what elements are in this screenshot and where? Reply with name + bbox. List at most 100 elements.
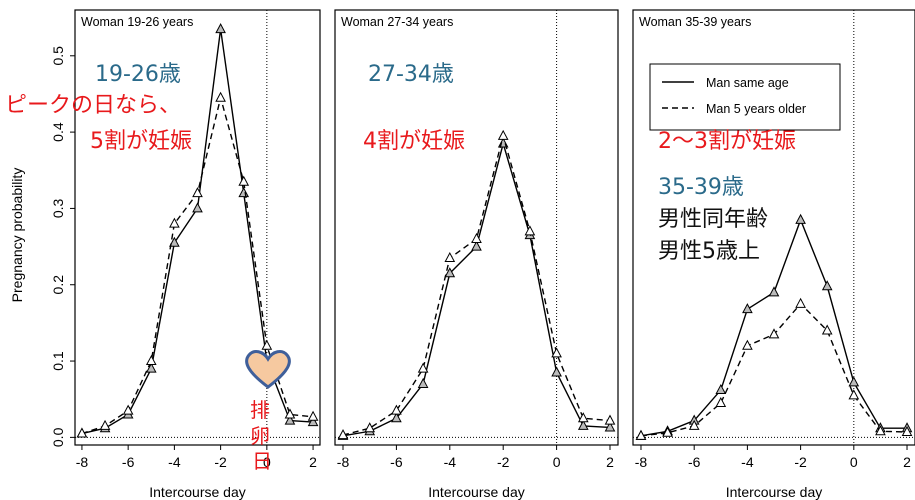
data-point-triangle <box>261 339 273 350</box>
data-point-triangle <box>848 389 860 400</box>
plot-frame <box>632 9 915 446</box>
y-tick-label: 0.2 <box>50 275 66 295</box>
y-tick-label: 0.1 <box>50 351 66 371</box>
annotation-text: 19-26歳 <box>95 62 181 87</box>
data-point-triangle <box>417 377 429 388</box>
data-point-triangle <box>875 425 886 436</box>
annotation-text: ピークの日なら、 <box>5 93 181 118</box>
data-point-triangle <box>391 404 402 415</box>
annotation-text: 男性同年齢 <box>658 207 768 232</box>
annotation-text: 2～3割が妊娠 <box>658 129 796 154</box>
data-point-triangle <box>577 412 589 423</box>
annotation-text: 35-39歳 <box>658 175 744 200</box>
x-tick-label: 2 <box>309 454 317 470</box>
data-point-triangle <box>444 267 456 278</box>
x-tick-label: -2 <box>497 454 510 470</box>
x-tick-label: -6 <box>390 454 403 470</box>
x-tick-label: -2 <box>794 454 807 470</box>
x-tick-label: 0 <box>850 454 858 470</box>
data-point-triangle <box>417 362 429 373</box>
data-point-triangle <box>364 422 376 433</box>
data-point-triangle <box>307 410 319 421</box>
data-point-triangle <box>444 251 456 263</box>
annotation-text: 日 <box>252 449 272 473</box>
x-tick-label: -6 <box>122 454 135 470</box>
x-tick-label: -8 <box>76 454 89 470</box>
x-tick-label: 2 <box>606 454 614 470</box>
panel-title: Woman 27-34 years <box>341 15 453 29</box>
data-point-triangle <box>551 366 562 377</box>
data-point-triangle <box>821 324 833 335</box>
annotation-text: 5割が妊娠 <box>90 129 192 154</box>
data-point-triangle <box>99 419 111 430</box>
annotation-text: 男性5歳上 <box>658 239 760 264</box>
data-point-triangle <box>169 236 180 247</box>
data-point-triangle <box>471 240 482 251</box>
data-point-triangle <box>604 421 616 432</box>
data-point-triangle <box>768 328 780 339</box>
x-tick-label: -4 <box>168 454 181 470</box>
data-point-triangle <box>215 23 226 34</box>
annotation-text: 卵 <box>250 424 270 448</box>
data-point-triangle <box>662 426 673 437</box>
data-point-triangle <box>337 429 349 440</box>
data-point-triangle <box>192 202 203 213</box>
annotation-text: 4割が妊娠 <box>363 129 465 154</box>
x-tick-label: 0 <box>263 454 271 470</box>
data-point-triangle <box>471 232 482 243</box>
data-point-triangle <box>145 354 157 366</box>
data-point-triangle <box>238 175 250 186</box>
annotation-text: 27-34歳 <box>368 62 454 87</box>
panel-title: Woman 35-39 years <box>639 15 751 29</box>
annotation-text: 排 <box>250 398 270 422</box>
panel-title: Woman 19-26 years <box>81 15 193 29</box>
data-point-triangle <box>391 412 402 423</box>
heart-icon <box>245 350 291 389</box>
data-point-triangle <box>524 225 536 236</box>
data-point-triangle <box>795 213 806 224</box>
y-tick-label: 0.3 <box>50 198 66 218</box>
x-tick-label: 2 <box>903 454 911 470</box>
data-point-triangle <box>742 303 753 314</box>
data-point-triangle <box>715 383 727 395</box>
x-tick-label: -2 <box>214 454 227 470</box>
x-tick-label: -4 <box>444 454 457 470</box>
x-tick-label: -8 <box>635 454 648 470</box>
data-point-triangle <box>192 187 203 198</box>
x-tick-label: 0 <box>553 454 561 470</box>
data-point-triangle <box>688 419 700 430</box>
legend-box <box>649 63 841 131</box>
data-point-triangle <box>284 408 296 419</box>
legend-label-older: Man 5 years older <box>706 102 806 116</box>
plot-frame <box>74 9 321 446</box>
data-point-triangle <box>551 347 562 358</box>
x-tick-label: -6 <box>688 454 701 470</box>
data-point-triangle <box>577 419 589 430</box>
data-point-triangle <box>604 414 616 425</box>
data-point-triangle <box>284 414 296 425</box>
x-tick-label: -8 <box>337 454 350 470</box>
data-point-triangle <box>215 91 226 102</box>
y-axis-label: Pregnancy probability <box>9 168 25 303</box>
data-point-triangle <box>715 396 727 408</box>
data-point-triangle <box>76 427 88 438</box>
x-axis-label: Intercourse day <box>726 484 823 500</box>
x-axis-label: Intercourse day <box>428 484 525 500</box>
series-line-older <box>640 302 908 437</box>
data-point-triangle <box>307 416 319 427</box>
data-point-triangle <box>145 362 157 373</box>
data-point-triangle <box>795 297 806 308</box>
data-point-triangle <box>821 280 833 291</box>
x-tick-label: -4 <box>741 454 754 470</box>
series-line-same-age <box>342 140 611 437</box>
data-point-triangle <box>497 129 509 140</box>
data-point-triangle <box>169 217 180 228</box>
data-point-triangle <box>122 404 134 415</box>
x-axis-label: Intercourse day <box>149 484 246 500</box>
legend-label-same-age: Man same age <box>706 76 789 90</box>
data-point-triangle <box>768 286 780 297</box>
data-point-triangle <box>901 425 913 437</box>
plot-frame <box>334 9 619 446</box>
data-point-triangle <box>742 339 753 350</box>
data-point-triangle <box>848 376 860 387</box>
